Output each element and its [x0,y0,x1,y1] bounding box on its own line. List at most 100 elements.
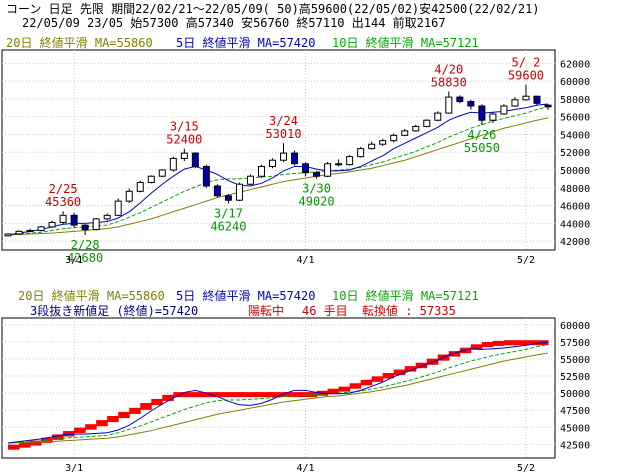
candle-body [158,169,166,177]
sub-ma20-line [7,352,549,444]
kagi-brick [63,431,75,437]
candle-body [4,233,12,237]
candle-body [70,214,78,226]
candle-body [114,200,122,216]
candle-body [533,95,541,104]
candle-body [357,148,365,158]
candle-body [48,221,56,228]
kagi-brick [404,366,417,372]
low-annotation-value: 46240 [210,219,246,233]
kagi-brick [162,394,174,401]
candle-body [346,156,354,166]
high-annotation-value: 59600 [508,69,544,83]
kagi-brick [195,392,207,398]
candle-body [423,119,431,127]
candle-body [59,214,67,223]
high-annotation-date: 5/ 2 [512,56,541,70]
low-annotation-value: 55050 [464,141,500,155]
sub-ma5-line [7,341,549,444]
kagi-brick [107,416,119,423]
candle-body [81,224,89,231]
sub-y-tick: 60000 [560,321,590,332]
kagi-brick [503,340,516,346]
kagi-brick [85,424,97,430]
kagi-brick [349,383,362,389]
sub-legend-ma5: 5日 終値平滑 MA=57420 [176,289,316,303]
sub-y-tick: 55000 [560,355,590,366]
kagi-count: 46 手目 [302,304,348,318]
candle-body [37,226,45,231]
kagi-brick [250,392,262,398]
candle-body [544,104,552,108]
low-annotation-value: 42680 [67,251,103,265]
kagi-brick [151,398,163,406]
sub-x-tick: 4/1 [297,463,315,474]
main-y-tick: 48000 [560,184,590,195]
candle-body [26,229,34,232]
candle-body [445,96,453,114]
kagi-brick [525,340,538,346]
candle-body [191,152,199,167]
kagi-switch-value: 転換値 : 57335 [362,304,456,318]
kagi-brick [492,340,505,346]
main-x-tick: 4/1 [297,255,315,266]
high-annotation-date: 2/25 [49,182,78,196]
candle-body [224,195,232,201]
kagi-brick [283,392,296,398]
main-y-tick: 56000 [560,113,590,124]
low-annotation-date: 2/28 [71,238,100,252]
high-annotation-date: 3/15 [170,120,199,134]
kagi-brick [327,388,340,394]
kagi-brick [294,392,307,398]
sub-x-tick: 5/2 [517,463,535,474]
candle-body [500,105,508,115]
candle-body [467,101,475,107]
main-y-tick: 54000 [560,130,590,141]
candle-body [434,112,442,121]
low-annotation-date: 4/26 [467,128,496,142]
kagi-brick [30,440,42,446]
high-annotation-value: 52400 [166,133,202,147]
candle-body [302,163,310,174]
main-y-tick: 50000 [560,166,590,177]
candle-body [257,165,265,177]
candle-body [235,183,243,201]
kagi-info-label: 3段抜き新値足 (終値)=57420 [30,304,199,318]
kagi-brick [74,427,86,434]
candle-body [103,214,111,220]
kagi-brick [382,372,395,379]
candle-body [125,190,133,202]
candle-body [15,230,23,235]
kagi-brick [514,340,527,346]
sub-x-tick: 3/1 [65,463,83,474]
main-x-tick: 5/2 [517,255,535,266]
candle-body [489,113,497,121]
candle-body [180,152,188,159]
kagi-brick [371,376,384,382]
high-annotation-date: 3/24 [269,114,298,128]
legend-ma5: 5日 終値平滑 MA=57420 [176,36,316,50]
kagi-brick [426,358,439,365]
kagi-brick [140,403,152,410]
low-annotation-date: 3/30 [302,182,331,196]
sub-y-tick: 52500 [560,372,590,383]
candle-body [213,185,221,197]
low-annotation-date: 3/17 [214,206,243,220]
chart-title-line: コーン 日足 先限 期間22/02/21～22/05/09( 50)高59600… [6,2,540,16]
candle-body [313,172,321,177]
low-annotation-value: 49020 [299,195,335,209]
candle-body [280,152,288,161]
kagi-brick [228,392,240,398]
kagi-brick [338,386,351,392]
kagi-brick [261,392,273,398]
sub-plot-frame [1,317,556,459]
high-annotation-value: 53010 [265,127,301,141]
main-y-tick: 62000 [560,59,590,70]
kagi-brick [393,369,406,376]
sub-legend-ma10: 10日 終値平滑 MA=57121 [332,289,479,303]
high-annotation-value: 45360 [45,195,81,209]
main-y-tick: 42000 [560,237,590,248]
candle-body [478,105,486,121]
candle-body [92,218,100,231]
